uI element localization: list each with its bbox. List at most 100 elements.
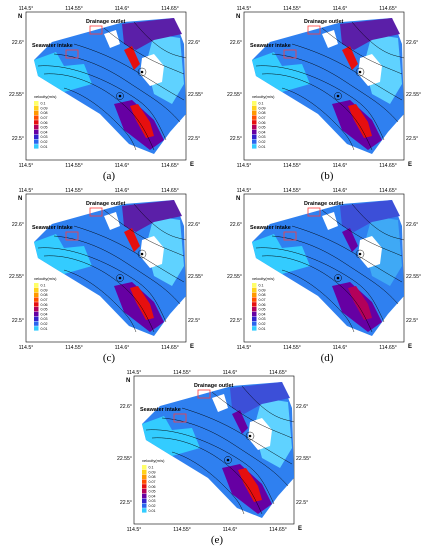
eddy-center (118, 94, 122, 98)
lon-tick-bottom: 114.55° (283, 345, 301, 351)
north-label: N (236, 14, 240, 20)
legend-swatch (34, 287, 39, 293)
drainage-outlet-label: Drainage outlet (304, 201, 343, 207)
east-label: E (190, 162, 194, 168)
legend-value: 0.07 (41, 298, 48, 302)
legend-value: 0.04 (149, 494, 156, 498)
legend-value: 0.08 (259, 111, 266, 115)
legend-value: 0.02 (41, 322, 48, 326)
legend-swatch (34, 321, 39, 326)
streamline (281, 269, 355, 333)
legend-value: 0.03 (41, 135, 48, 139)
legend-title: velocity(m/s) (252, 94, 275, 99)
legend-value: 0.1 (41, 284, 46, 288)
legend-swatch (252, 297, 257, 302)
lon-tick-bottom: 114.65° (379, 345, 397, 351)
legend-value: 0.08 (41, 293, 48, 297)
eddy (137, 249, 147, 259)
legend-value: 0.01 (41, 145, 48, 149)
eddy-center (226, 458, 230, 462)
legend-value: 0.03 (41, 317, 48, 321)
lon-tick-top: 114.65° (161, 6, 179, 12)
streamline (241, 385, 295, 423)
panel-caption: (a) (102, 170, 116, 182)
legend-swatch (252, 302, 257, 307)
legend-swatch (34, 125, 39, 130)
legend-swatch (34, 129, 39, 135)
legend-swatch (142, 465, 147, 470)
legend-value: 0.02 (149, 504, 156, 508)
seawater-intake-marker (283, 49, 297, 59)
velocity-core-south (130, 104, 154, 138)
lon-tick-bottom: 114.55° (173, 527, 191, 533)
streamline (37, 65, 167, 141)
legend-swatch (142, 508, 147, 513)
seawater-intake-marker (65, 231, 79, 241)
streamline (291, 43, 403, 101)
lon-tick-bottom: 114.5° (19, 163, 34, 169)
north-label: N (18, 14, 22, 20)
seawater-intake-marker (173, 413, 187, 423)
panel-a: Drainage outlet Seawater intake 114.5° 114.… (4, 4, 214, 184)
shallow-zone-west (252, 52, 310, 92)
lat-tick-left: 22.6° (230, 40, 242, 46)
legend-title: velocity(m/s) (142, 458, 165, 463)
velocity-core-north (342, 46, 358, 70)
legend-swatch (252, 125, 257, 130)
shallow-zone-west (34, 234, 92, 274)
legend-swatch (252, 139, 257, 144)
velocity-core-south (348, 104, 372, 138)
lat-tick-right: 22.55° (188, 92, 203, 98)
eddy (245, 431, 255, 441)
legend-swatch (34, 139, 39, 144)
velocity-core-south (238, 468, 262, 502)
legend-swatch (252, 316, 257, 321)
lon-tick-bottom: 114.5° (237, 345, 252, 351)
current-zone-north (340, 18, 400, 50)
eddy-center (336, 94, 340, 98)
legend-value: 0.01 (259, 327, 266, 331)
legend-value: 0.07 (41, 116, 48, 120)
panel-c: Drainage outlet Seawater intake 114.5° 114.… (4, 186, 214, 366)
drainage-outlet-marker (307, 25, 321, 35)
lat-tick-right: 22.6° (406, 222, 418, 228)
map-b: Drainage outlet Seawater intake 114.5° 114.… (227, 6, 421, 169)
drainage-outlet-marker (307, 207, 321, 217)
legend-swatch (34, 292, 39, 297)
lat-tick-left: 22.55° (117, 456, 132, 462)
streamline (43, 255, 155, 333)
legend-value: 0.04 (41, 312, 48, 316)
velocity-legend: velocity(m/s) 0.10.090.080.070.060.050.04… (34, 276, 57, 331)
streamline (261, 255, 373, 333)
north-label: N (236, 196, 240, 202)
legend-value: 0.08 (41, 111, 48, 115)
legend-swatch (252, 101, 257, 106)
lat-tick-right: 22.55° (406, 92, 421, 98)
legend-swatch (34, 311, 39, 317)
legend-value: 0.05 (41, 126, 48, 130)
eddy-center (140, 70, 144, 74)
legend-value: 0.07 (149, 480, 156, 484)
legend-value: 0.05 (259, 308, 266, 312)
legend-swatch (252, 129, 257, 135)
drainage-outlet-label: Drainage outlet (194, 383, 233, 389)
legend-swatch (252, 307, 257, 312)
lon-tick-bottom: 114.6° (115, 345, 130, 351)
legend-swatch (34, 326, 39, 331)
panel-caption: (d) (320, 352, 334, 364)
current-zone-north (340, 200, 400, 232)
lat-tick-left: 22.55° (227, 92, 242, 98)
seawater-intake-label: Seawater intake (250, 43, 291, 49)
eddy (334, 92, 342, 100)
east-label: E (408, 344, 412, 350)
streamline (37, 247, 167, 323)
eddy (116, 92, 124, 100)
lon-tick-bottom: 114.6° (115, 163, 130, 169)
legend-swatch (34, 105, 39, 111)
lat-tick-right: 22.5° (406, 136, 418, 142)
lat-tick-right: 22.5° (406, 318, 418, 324)
lat-tick-right: 22.6° (406, 40, 418, 46)
legend-swatch (34, 134, 39, 139)
eddy-center (140, 252, 144, 256)
island (104, 212, 120, 230)
